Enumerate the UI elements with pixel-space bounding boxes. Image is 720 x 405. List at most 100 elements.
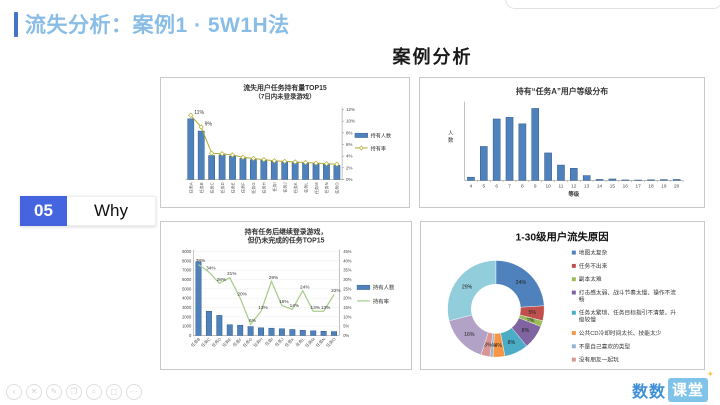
svg-text:5000: 5000 [182, 286, 192, 291]
svg-text:28%: 28% [217, 277, 227, 283]
svg-text:任务M: 任务M [303, 335, 316, 348]
logo-text-2: 课堂 [667, 378, 708, 402]
svg-text:6: 6 [495, 183, 498, 189]
svg-text:10: 10 [545, 183, 551, 189]
svg-text:20%: 20% [343, 296, 352, 301]
svg-text:29%: 29% [462, 284, 473, 290]
svg-text:40%: 40% [343, 258, 352, 263]
chart-panel-task-top15: 流失用户任务持有量TOP15 （7日内未登录游戏） 0% 2% 4% 6% 8% 10% 12%… [160, 77, 410, 208]
svg-text:人数: 人数 [448, 130, 454, 144]
step-number: 05 [20, 196, 67, 226]
svg-text:打击感太弱、战斗节奏太慢、操作不流: 打击感太弱、战斗节奏太慢、操作不流 [579, 289, 676, 297]
svg-text:公共CD冷却时间太长、技能太少: 公共CD冷却时间太长、技能太少 [579, 329, 662, 337]
svg-text:8%: 8% [508, 340, 516, 346]
svg-text:畅: 畅 [579, 295, 585, 303]
svg-text:7: 7 [508, 183, 511, 189]
svg-text:1-30级用户流失原因: 1-30级用户流失原因 [515, 231, 608, 244]
svg-text:4%: 4% [494, 343, 502, 349]
svg-text:流失用户任务持有量TOP15: 流失用户任务持有量TOP15 [243, 83, 327, 92]
back-icon[interactable]: ‹ [6, 384, 22, 400]
svg-text:任务G: 任务G [241, 336, 253, 348]
svg-text:副本太难: 副本太难 [579, 275, 602, 283]
svg-text:13%: 13% [258, 305, 268, 311]
svg-text:任务G: 任务G [250, 182, 256, 193]
svg-text:任务I: 任务I [263, 336, 274, 347]
svg-text:11: 11 [559, 183, 564, 189]
svg-text:19: 19 [661, 183, 667, 189]
svg-text:任务B: 任务B [198, 182, 204, 193]
svg-text:持有“任务A”用户等级分布: 持有“任务A”用户等级分布 [516, 86, 608, 96]
svg-text:但仍未完成的任务TOP15: 但仍未完成的任务TOP15 [247, 236, 325, 245]
frame-icon[interactable]: ▢ [106, 384, 122, 400]
svg-text:9%: 9% [205, 122, 213, 128]
svg-text:任务C: 任务C [199, 336, 211, 348]
svg-text:任务J: 任务J [281, 182, 287, 192]
svg-text:任务M: 任务M [313, 182, 319, 194]
svg-text:任务I: 任务I [271, 182, 277, 191]
svg-text:任务太繁琐、任务目标指引不清楚，升: 任务太繁琐、任务目标指引不清楚，升 [579, 309, 676, 317]
svg-text:8: 8 [521, 183, 524, 189]
svg-text:11%: 11% [194, 110, 204, 116]
svg-text:任务D: 任务D [210, 336, 222, 348]
svg-text:25%: 25% [343, 286, 352, 291]
svg-text:任务O: 任务O [334, 182, 340, 194]
more-icon[interactable]: ⋯ [126, 384, 142, 400]
svg-text:24%: 24% [300, 284, 310, 290]
faded-toolbar-outline [505, 0, 720, 9]
svg-text:2%: 2% [527, 318, 535, 324]
svg-text:1000: 1000 [182, 324, 192, 329]
svg-text:2%: 2% [346, 165, 352, 170]
chart-panel-unfinished-top15: 持有任务后继续登录游戏， 但仍未完成的任务TOP15 0 1000 2000 3000 40… [160, 221, 412, 370]
svg-text:6%: 6% [346, 142, 352, 147]
svg-text:18: 18 [648, 183, 654, 189]
svg-text:级较慢: 级较慢 [579, 316, 596, 324]
svg-text:4%: 4% [346, 154, 352, 159]
svg-text:29%: 29% [269, 275, 279, 281]
svg-text:0%: 0% [346, 177, 352, 182]
svg-text:5%: 5% [343, 324, 349, 329]
svg-text:任务A: 任务A [188, 182, 194, 193]
zoom-icon[interactable]: ⌕ [86, 384, 102, 400]
svg-text:10%: 10% [343, 314, 352, 319]
page-title: 流失分析：案例1 · 5W1H法 [25, 14, 290, 37]
svg-text:20%: 20% [237, 292, 247, 298]
svg-text:24%: 24% [516, 280, 527, 286]
svg-text:持有率: 持有率 [371, 145, 386, 152]
svg-text:14: 14 [597, 183, 603, 189]
svg-text:任务N: 任务N [323, 182, 329, 193]
svg-text:13%: 13% [310, 305, 320, 311]
svg-text:任务E: 任务E [229, 182, 235, 193]
svg-text:任务D: 任务D [219, 182, 225, 193]
svg-text:4000: 4000 [182, 296, 192, 301]
section-subtitle: 案例分析 [392, 47, 473, 67]
svg-text:0%: 0% [343, 333, 349, 338]
svg-text:16: 16 [623, 183, 629, 189]
copy-icon[interactable]: ❐ [66, 384, 82, 400]
svg-text:9000: 9000 [182, 249, 192, 254]
svg-text:地图太复杂: 地图太复杂 [579, 249, 608, 257]
svg-text:13: 13 [584, 183, 590, 189]
svg-text:35%: 35% [343, 268, 352, 273]
chart-task-top15: 流失用户任务持有量TOP15（7日内未登录游戏） 0% 2% 4% 6% 8% 10% 12%… [185, 83, 391, 194]
chart-unfinished-top15: 持有任务后继续登录游戏，但仍未完成的任务TOP15 0 1000 2000 3000 40… [182, 227, 395, 349]
svg-text:6000: 6000 [182, 277, 192, 282]
svg-text:5%: 5% [528, 310, 536, 316]
svg-text:任务H: 任务H [261, 182, 267, 193]
svg-text:任务J: 任务J [273, 336, 285, 348]
brand-logo: 数数 课堂 ✦ [631, 369, 714, 402]
svg-text:没有朋友一起玩: 没有朋友一起玩 [579, 356, 619, 364]
chart-panel-level-distribution: 持有“任务A”用户等级分布 人数 4 5 6 7 8 9 10 11 12 13 14 15 16 17 18 1… [419, 77, 705, 208]
svg-text:持有率: 持有率 [373, 297, 390, 305]
svg-text:7000: 7000 [182, 268, 192, 273]
svg-text:34%: 34% [206, 266, 216, 272]
step-label: Why [67, 196, 156, 226]
svg-text:任务K: 任务K [283, 336, 295, 348]
svg-text:14%: 14% [290, 303, 300, 309]
edit-icon[interactable]: ✎ [46, 384, 62, 400]
sparkle-icon: ✦ [706, 369, 714, 379]
svg-text:任务L: 任务L [302, 182, 308, 193]
close-icon[interactable]: ✕ [26, 384, 42, 400]
logo-text-1: 数数 [631, 384, 666, 401]
